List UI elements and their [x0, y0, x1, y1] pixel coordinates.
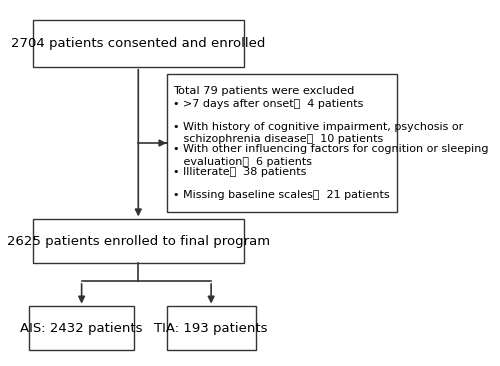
Text: • Illiterate：  38 patients: • Illiterate： 38 patients	[172, 167, 306, 177]
FancyBboxPatch shape	[33, 19, 244, 67]
Text: • >7 days after onset：  4 patients: • >7 days after onset： 4 patients	[172, 100, 363, 109]
Text: 2704 patients consented and enrolled: 2704 patients consented and enrolled	[11, 37, 266, 50]
Text: • With history of cognitive impairment, psychosis or
   schizophrenia disease：  : • With history of cognitive impairment, …	[172, 122, 463, 144]
FancyBboxPatch shape	[166, 306, 256, 350]
FancyBboxPatch shape	[33, 219, 244, 263]
FancyBboxPatch shape	[166, 74, 398, 212]
Text: TIA: 193 patients: TIA: 193 patients	[154, 322, 268, 335]
Text: Total 79 patients were excluded: Total 79 patients were excluded	[172, 86, 354, 96]
Text: • With other influencing factors for cognition or sleeping
   evaluation：  6 pat: • With other influencing factors for cog…	[172, 145, 488, 167]
FancyBboxPatch shape	[29, 306, 134, 350]
Text: 2625 patients enrolled to final program: 2625 patients enrolled to final program	[6, 235, 270, 248]
Text: AIS: 2432 patients: AIS: 2432 patients	[20, 322, 143, 335]
Text: • Missing baseline scales：  21 patients: • Missing baseline scales： 21 patients	[172, 190, 390, 199]
